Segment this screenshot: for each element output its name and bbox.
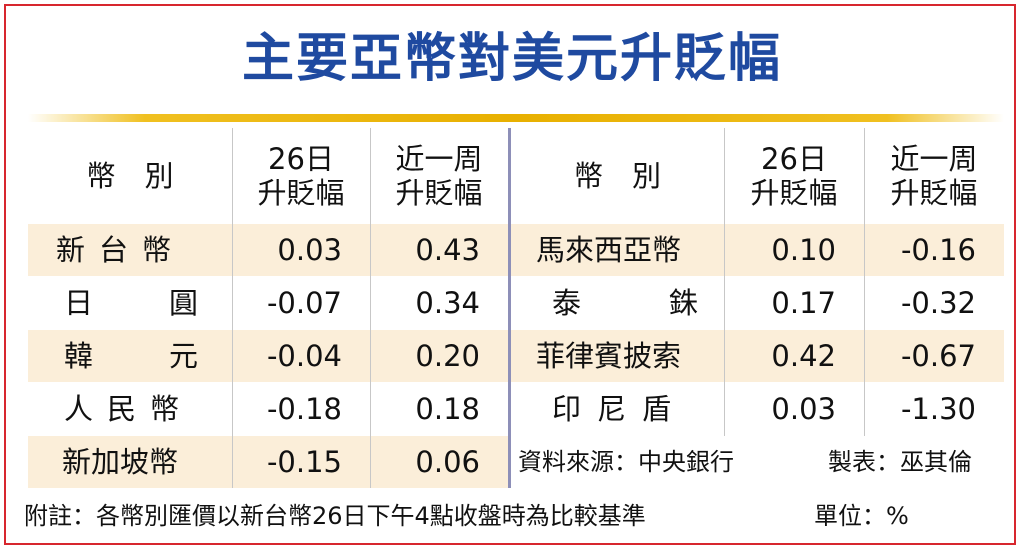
left-currency-name: 日 圓 [64, 286, 205, 320]
right-week-value: -0.16 [900, 233, 976, 267]
left-currency-name: 韓 元 [64, 339, 205, 373]
column-divider [724, 128, 725, 436]
right-day-value: 0.42 [771, 339, 836, 373]
column-divider [864, 128, 865, 436]
header-currency-label: 幣 別 [573, 159, 661, 193]
row-band-3 [28, 330, 1004, 382]
header-day-left: 26日 升貶幅 [232, 128, 370, 224]
left-currency-name: 新加坡幣 [62, 445, 179, 479]
right-day-value: 0.17 [771, 286, 836, 320]
left-week-value: 0.06 [415, 445, 480, 479]
right-currency-name: 馬來西亞幣 [536, 233, 682, 267]
header-day-line2: 升貶幅 [750, 176, 838, 210]
title-underline [28, 114, 1004, 122]
right-currency-name: 泰 銖 [552, 286, 709, 320]
left-week-value: 0.43 [415, 233, 480, 267]
right-currency-name: 菲律賓披索 [536, 339, 682, 373]
right-week-value: -1.30 [900, 392, 976, 426]
source-text: 資料來源：中央銀行 [518, 448, 734, 476]
header-week-line2: 升貶幅 [395, 176, 483, 210]
right-currency-name: 印尼盾 [552, 392, 688, 426]
header-week-line1: 近一周 [395, 142, 483, 176]
header-currency-right: 幣 別 [511, 128, 724, 224]
unit-label: 單位：% [814, 502, 909, 530]
footnote: 附註：各幣別匯價以新台幣26日下午4點收盤時為比較基準 [24, 502, 646, 530]
header-day-line2: 升貶幅 [257, 176, 345, 210]
header-week-line1: 近一周 [890, 142, 978, 176]
right-week-value: -0.67 [900, 339, 976, 373]
header-currency-label: 幣 別 [86, 159, 174, 193]
header-week-line2: 升貶幅 [890, 176, 978, 210]
left-day-value: -0.18 [266, 392, 342, 426]
left-day-value: -0.15 [266, 445, 342, 479]
left-week-value: 0.20 [415, 339, 480, 373]
maker-text: 製表：巫其倫 [828, 448, 972, 476]
column-divider [370, 128, 371, 488]
right-day-value: 0.10 [771, 233, 836, 267]
infographic-frame: 主要亞幣對美元升貶幅 幣 別 26日 升貶幅 近一周 升貶幅 幣 別 26日 升… [4, 4, 1016, 545]
right-week-value: -0.32 [900, 286, 976, 320]
left-currency-name: 新台幣 [56, 233, 186, 267]
row-band-5 [28, 436, 508, 488]
left-week-value: 0.34 [415, 286, 480, 320]
header-day-line1: 26日 [761, 142, 827, 176]
column-divider [232, 128, 233, 488]
left-day-value: -0.04 [266, 339, 342, 373]
left-currency-name: 人民幣 [64, 392, 194, 426]
table-split-divider [508, 128, 511, 488]
page-title: 主要亞幣對美元升貶幅 [241, 29, 782, 89]
left-week-value: 0.18 [415, 392, 480, 426]
right-day-value: 0.03 [771, 392, 836, 426]
header-day-line1: 26日 [268, 142, 334, 176]
header-day-right: 26日 升貶幅 [724, 128, 864, 224]
left-day-value: 0.03 [277, 233, 342, 267]
header-currency-left: 幣 別 [28, 128, 232, 224]
header-week-right: 近一周 升貶幅 [864, 128, 1004, 224]
row-band-1 [28, 224, 1004, 276]
header-week-left: 近一周 升貶幅 [370, 128, 508, 224]
left-day-value: -0.07 [266, 286, 342, 320]
